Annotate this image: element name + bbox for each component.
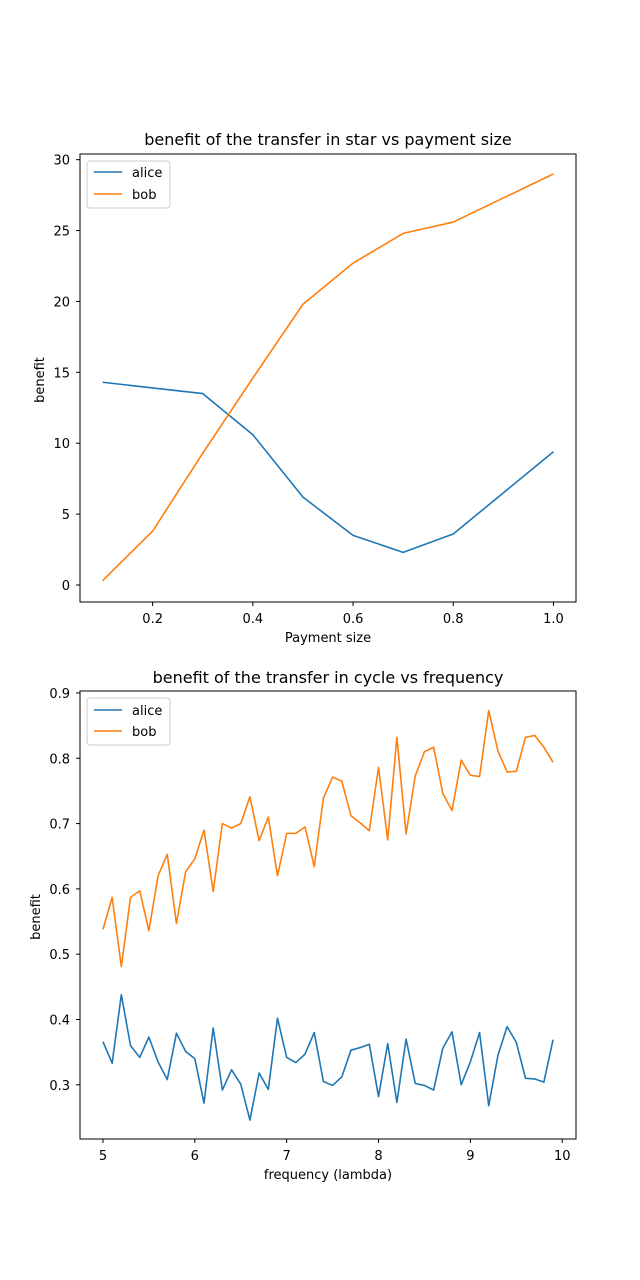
y-tick-label: 0.5	[49, 948, 70, 963]
y-tick-label: 20	[53, 295, 70, 310]
legend-label-bob: bob	[132, 725, 156, 740]
y-axis-label: benefit	[33, 357, 48, 403]
x-tick-label: 10	[554, 1149, 571, 1164]
legend-label-alice: alice	[132, 704, 162, 719]
y-tick-label: 0.9	[49, 687, 70, 702]
chart-title: benefit of the transfer in star vs payme…	[144, 130, 512, 149]
y-tick-label: 0.7	[49, 818, 70, 833]
y-tick-label: 15	[53, 366, 70, 381]
plot-area: 5 6 7 8 9 10 0.3 0.4 0.5 0.6 0.7 0.8 0.9	[49, 687, 577, 1164]
legend: alice bob	[86, 160, 171, 209]
x-tick-label: 7	[283, 1149, 291, 1164]
y-tick-label: 25	[53, 225, 70, 240]
series-line-alice	[102, 381, 554, 554]
x-tick-label: 8	[374, 1149, 382, 1164]
y-tick-label: 30	[53, 154, 70, 169]
y-tick-label: 0.3	[49, 1079, 70, 1094]
chart-title: benefit of the transfer in cycle vs freq…	[153, 668, 504, 687]
x-tick-label: 0.2	[142, 612, 163, 627]
y-tick-label: 0	[62, 579, 70, 594]
y-axis-label: benefit	[29, 894, 44, 940]
series-line-bob	[101, 173, 554, 582]
x-tick-label: 9	[466, 1149, 474, 1164]
legend-label-bob: bob	[132, 188, 156, 203]
chart-payment-size: benefit of the transfer in star vs payme…	[33, 130, 577, 646]
x-tick-label: 0.8	[443, 612, 464, 627]
x-tick-label: 6	[191, 1149, 199, 1164]
x-tick-label: 0.6	[343, 612, 364, 627]
chart-frequency: benefit of the transfer in cycle vs freq…	[29, 668, 577, 1183]
x-tick-label: 5	[99, 1149, 107, 1164]
axes-frame	[79, 153, 577, 603]
x-tick-label: 0.4	[243, 612, 264, 627]
y-tick-label: 5	[62, 508, 70, 523]
x-axis-label: frequency (lambda)	[264, 1168, 392, 1183]
x-tick-label: 1.0	[543, 612, 564, 627]
axes-frame	[79, 690, 577, 1140]
plot-area: 0.2 0.4 0.6 0.8 1.0 0 5 10 15 20 25 30	[53, 153, 577, 627]
legend-label-alice: alice	[132, 166, 162, 181]
y-tick-label: 0.8	[49, 752, 70, 767]
legend: alice bob	[86, 697, 171, 746]
y-tick-label: 10	[53, 437, 70, 452]
y-tick-label: 0.6	[49, 883, 70, 898]
series-line-alice	[102, 993, 554, 1121]
series-line-bob	[102, 709, 554, 968]
y-tick-label: 0.4	[49, 1013, 70, 1028]
x-axis-label: Payment size	[285, 631, 371, 646]
